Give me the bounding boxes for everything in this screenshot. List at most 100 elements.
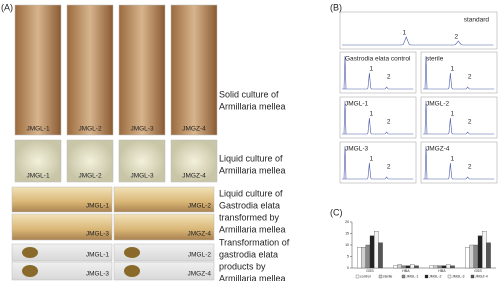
photo	[11, 261, 113, 281]
peak-label: 1	[402, 30, 406, 37]
row-description: transformed by	[219, 212, 280, 222]
photo-caption: JMGL-2	[188, 252, 212, 259]
bar	[365, 244, 371, 269]
panel-c-label: (C)	[330, 207, 343, 217]
bar	[429, 265, 434, 269]
bar	[441, 265, 447, 269]
bar	[414, 265, 419, 269]
legend-swatch	[378, 274, 383, 279]
photo	[11, 243, 113, 262]
bar	[486, 242, 491, 269]
row-description: Solid culture of	[219, 89, 279, 99]
chromatogram-title: JMGZ-4	[426, 146, 450, 153]
photo	[66, 139, 114, 183]
chromatogram-frame	[420, 141, 498, 184]
bar	[446, 264, 451, 269]
photo	[118, 139, 166, 183]
peak-label: 2	[468, 74, 472, 81]
x-tick-label: GSS	[474, 269, 482, 273]
peak-label: 2	[387, 164, 391, 171]
legend-swatch	[470, 274, 475, 279]
peak-label: 2	[468, 164, 472, 171]
photo-caption: JMGL-1	[26, 126, 50, 133]
peak-label: 1	[370, 111, 374, 118]
photo-caption: JMGZ-4	[188, 231, 212, 238]
peak-label: 1	[451, 111, 455, 118]
legend-label: JMGL-2	[429, 274, 442, 278]
y-tick-label: 0	[347, 266, 349, 270]
photo-caption: JMGL-3	[130, 173, 154, 180]
specimen	[124, 247, 140, 258]
photo-caption: JMGZ-4	[182, 126, 206, 133]
photo	[118, 4, 166, 136]
row-description: Transformation of	[219, 237, 290, 247]
photo	[170, 4, 218, 136]
legend-swatch	[447, 274, 452, 279]
bar	[469, 244, 474, 269]
legend-label: JMGZ-4	[475, 274, 488, 278]
peak-label: 2	[387, 119, 391, 126]
chromatogram-trace	[342, 55, 414, 90]
y-tick-label: 5	[347, 254, 349, 258]
peak-label: 1	[370, 66, 374, 73]
photo-caption: JMGL-3	[86, 231, 110, 238]
photo	[11, 213, 113, 241]
row-description: Armillaria mellea	[219, 165, 286, 175]
panel-a-label: (A)	[1, 2, 13, 12]
bar	[378, 242, 383, 269]
photo	[113, 261, 215, 281]
bar	[369, 235, 375, 269]
specimen	[124, 265, 140, 277]
chromatogram-title: sterile	[426, 56, 444, 63]
chromatogram-trace	[423, 55, 495, 90]
row-description: Liquid culture of	[219, 188, 283, 198]
bar	[401, 265, 407, 269]
chromatogram-frame	[339, 51, 417, 94]
bar	[410, 264, 415, 269]
photo	[113, 186, 215, 213]
bar	[482, 231, 487, 269]
chromatogram-trace	[423, 100, 495, 135]
row-description: Armillaria mellea	[219, 273, 286, 281]
photo	[113, 213, 215, 241]
chromatogram-frame	[420, 51, 498, 94]
photo-caption: JMGL-2	[78, 126, 102, 133]
bar	[357, 247, 362, 269]
bar	[465, 247, 470, 269]
peak-label: 2	[387, 74, 391, 81]
photo	[11, 186, 113, 213]
legend-label: control	[360, 274, 371, 278]
bar	[405, 265, 411, 269]
y-tick-label: 10	[345, 243, 349, 247]
photo-caption: JMGL-3	[86, 271, 110, 278]
legend-swatch	[355, 274, 360, 279]
peak-label: 1	[451, 156, 455, 163]
legend-label: JMGL-3	[452, 274, 465, 278]
photo-caption: JMGZ-4	[188, 271, 212, 278]
bar	[374, 231, 379, 269]
chromatogram-frame	[339, 96, 417, 139]
chromatogram-trace	[423, 145, 495, 180]
legend-label: sterile	[383, 274, 392, 278]
chromatogram-frame	[420, 96, 498, 139]
chromatogram-title: JMGL-1	[345, 101, 369, 108]
photo	[66, 4, 114, 136]
photo-caption: JMGZ-4	[182, 173, 206, 180]
chromatogram-trace	[342, 145, 414, 180]
y-tick-label: 20	[345, 220, 349, 224]
peak-label: 2	[468, 119, 472, 126]
x-tick-label: HBA	[438, 269, 446, 273]
photo-caption: JMGL-1	[26, 173, 50, 180]
photo	[170, 139, 218, 183]
chromatogram-title: Gastrodia elata control	[345, 56, 411, 63]
row-description: Armillaria mellea	[219, 101, 286, 111]
peak-label: 1	[370, 156, 374, 163]
photo	[14, 4, 62, 136]
chromatogram-title: JMGL-3	[345, 146, 369, 153]
bar	[393, 265, 398, 269]
photo-caption: JMGL-2	[188, 203, 212, 210]
peak-label: 2	[454, 34, 458, 41]
row-description: gastrodia elata	[219, 249, 278, 259]
chromatogram-title: standard	[464, 17, 490, 24]
